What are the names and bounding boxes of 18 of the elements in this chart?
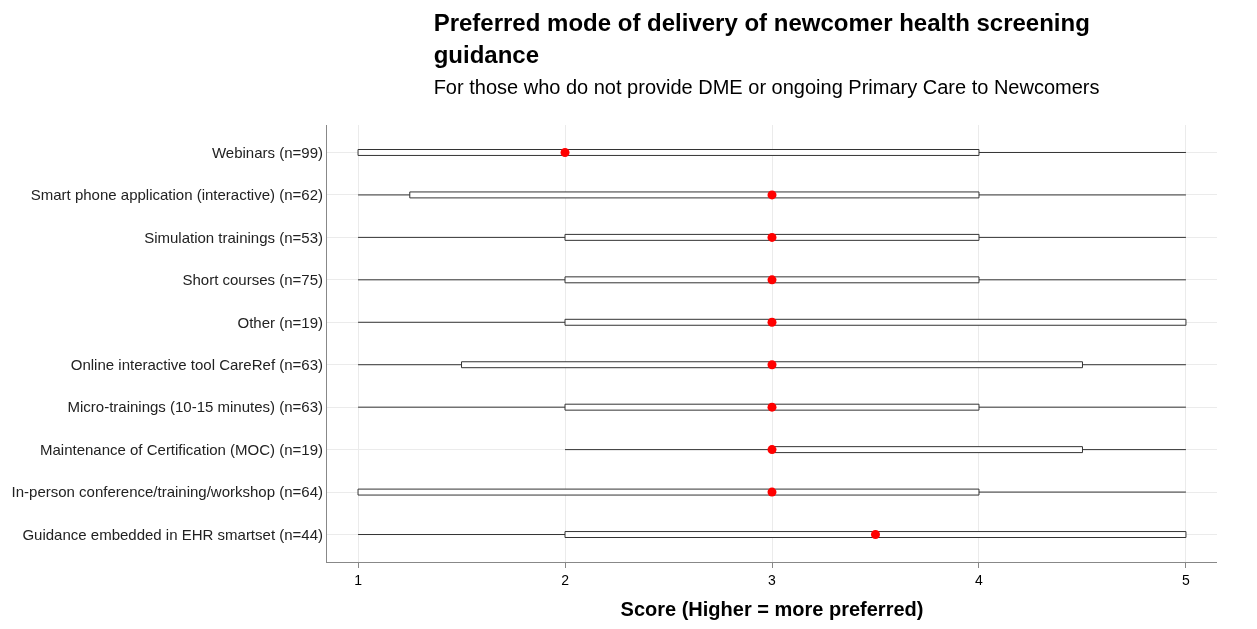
chart-title: Preferred mode of delivery of newcomer health screening guidance — [433, 9, 1090, 68]
y-tick-label: Simulation trainings (n=53) — [144, 228, 323, 246]
x-tick-label: 3 — [768, 571, 777, 588]
x-tick-label: 5 — [1182, 571, 1191, 588]
y-tick-label: Other (n=19) — [237, 313, 323, 331]
x-tick-label: 2 — [561, 571, 570, 588]
x-tick-label: 1 — [354, 571, 363, 588]
y-tick-label: Micro-trainings (10-15 minutes) (n=63) — [67, 398, 323, 416]
y-tick-label: Smart phone application (interactive) (n=62) — [30, 186, 323, 204]
x-axis-title: Score (Higher = more preferred) — [620, 598, 924, 621]
y-tick-label: Online interactive tool CareRef (n=63) — [70, 355, 323, 373]
y-tick-label: Maintenance of Certification (MOC) (n=19) — [39, 440, 323, 458]
y-tick-label: Short courses (n=75) — [182, 271, 323, 289]
y-tick-label: In-person conference/training/workshop (n=64) — [11, 483, 323, 501]
chart-subtitle: For those who do not provide DME or ongoing Primary Care to Newcomers — [433, 75, 1100, 98]
y-tick-label: Guidance embedded in EHR smartset (n=44) — [22, 525, 323, 543]
x-tick-label: 4 — [975, 571, 984, 588]
y-tick-label: Webinars (n=99) — [211, 143, 323, 161]
